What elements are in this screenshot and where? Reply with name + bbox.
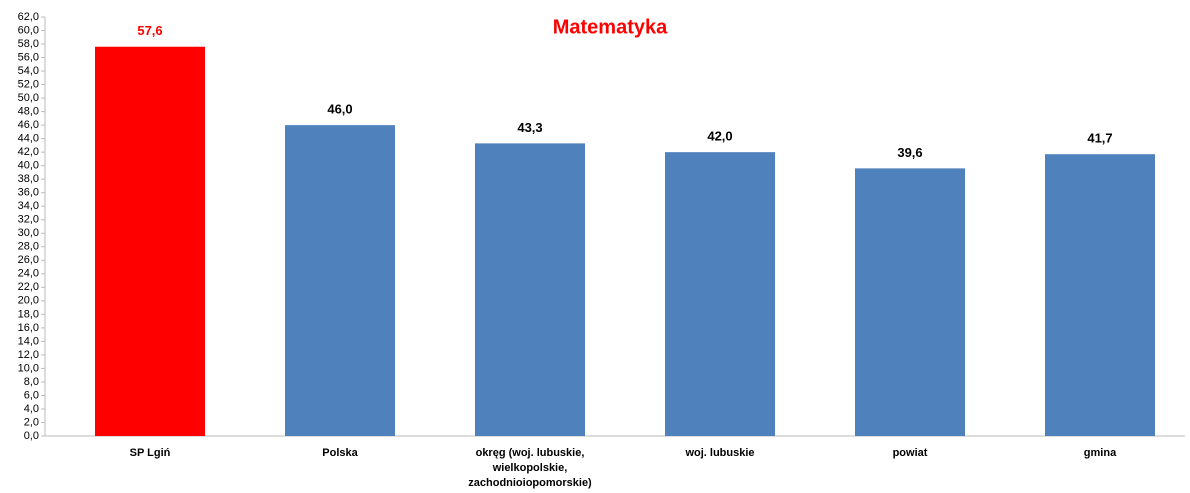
bar [855, 168, 965, 436]
y-tick-label: 8,0 [24, 376, 39, 388]
chart-title: Matematyka [553, 16, 668, 38]
y-tick-label: 18,0 [18, 308, 39, 320]
y-tick-label: 22,0 [18, 281, 39, 293]
value-label: 41,7 [1087, 131, 1112, 146]
value-label: 46,0 [327, 102, 352, 117]
y-tick-label: 4,0 [24, 403, 39, 415]
y-tick-label: 20,0 [18, 295, 39, 307]
x-tick-label: okręg (woj. lubuskie, wielkopolskie, zac… [468, 447, 592, 489]
y-tick-label: 52,0 [18, 78, 39, 90]
value-label: 42,0 [707, 129, 732, 144]
y-tick-label: 32,0 [18, 214, 39, 226]
bar [285, 125, 395, 437]
y-tick-label: 10,0 [18, 362, 39, 374]
y-tick-label: 12,0 [18, 349, 39, 361]
y-tick-label: 2,0 [24, 416, 39, 428]
x-tick-label: Polska [322, 447, 358, 459]
y-tick-label: 6,0 [24, 389, 39, 401]
value-label: 43,3 [517, 120, 542, 135]
bar [1045, 154, 1155, 436]
value-label: 39,6 [897, 145, 922, 160]
x-tick-label: gmina [1083, 447, 1117, 459]
y-tick-label: 30,0 [18, 227, 39, 239]
y-tick-label: 26,0 [18, 254, 39, 266]
y-tick-label: 46,0 [18, 119, 39, 131]
y-tick-label: 60,0 [18, 24, 39, 36]
y-tick-label: 14,0 [18, 335, 39, 347]
y-tick-label: 36,0 [18, 187, 39, 199]
value-label: 57,6 [137, 23, 162, 38]
bar [95, 46, 205, 437]
y-tick-label: 58,0 [18, 38, 39, 50]
y-tick-label: 38,0 [18, 173, 39, 185]
y-tick-label: 48,0 [18, 106, 39, 118]
y-tick-label: 44,0 [18, 133, 39, 145]
y-tick-label: 62,0 [18, 11, 39, 23]
bar [475, 143, 585, 437]
x-tick-label: SP Lgiń [129, 447, 171, 459]
x-tick-label: powiat [892, 447, 928, 459]
y-tick-label: 50,0 [18, 92, 39, 104]
y-tick-label: 54,0 [18, 65, 39, 77]
y-tick-label: 40,0 [18, 160, 39, 172]
y-tick-label: 0,0 [24, 430, 39, 442]
bar [665, 152, 775, 436]
x-tick-label: woj. lubuskie [685, 447, 755, 459]
y-tick-label: 56,0 [18, 51, 39, 63]
y-tick-label: 24,0 [18, 268, 39, 280]
y-tick-label: 28,0 [18, 241, 39, 253]
y-tick-label: 16,0 [18, 322, 39, 334]
y-tick-label: 42,0 [18, 146, 39, 158]
y-tick-label: 34,0 [18, 200, 39, 212]
